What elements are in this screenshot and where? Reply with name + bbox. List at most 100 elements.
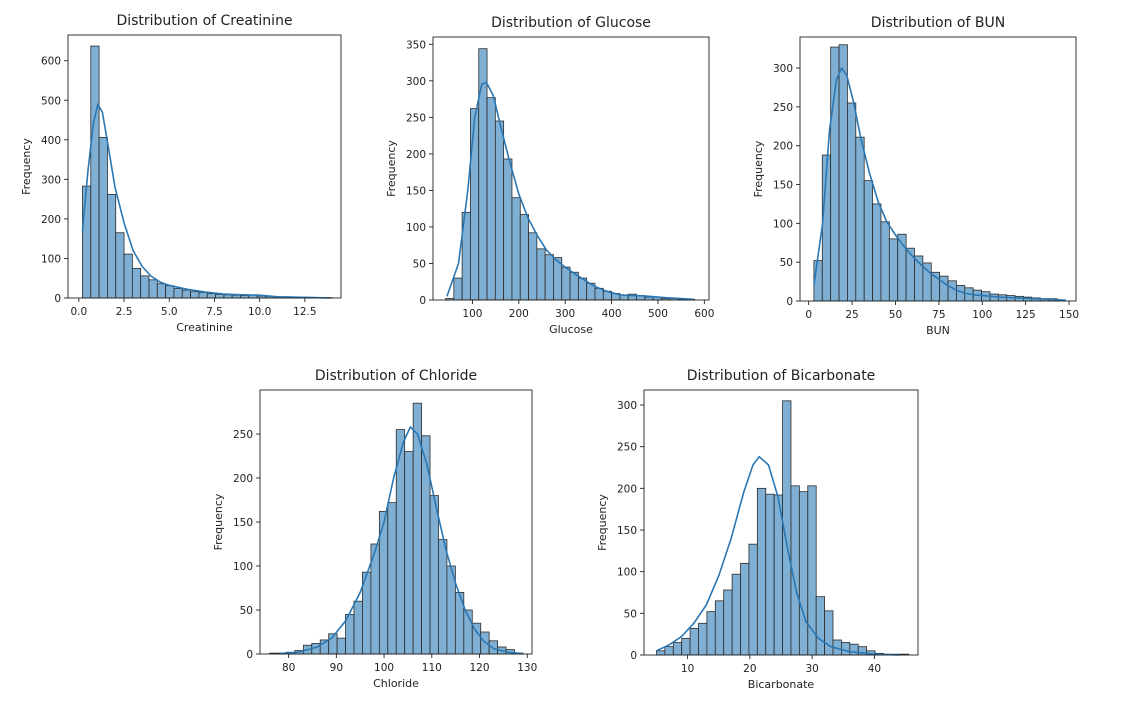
x-tick-label: 80 xyxy=(282,662,295,674)
histogram-bar xyxy=(824,610,834,656)
histogram-bar xyxy=(438,539,448,655)
y-tick-label: 50 xyxy=(624,608,637,620)
kde-line xyxy=(81,103,331,299)
x-tick-label: 30 xyxy=(805,663,818,675)
y-tick-label: 100 xyxy=(773,218,793,230)
histogram-bar xyxy=(82,185,92,299)
y-tick-label: 50 xyxy=(413,258,426,270)
histogram-bar xyxy=(536,248,546,301)
histogram-bar xyxy=(387,502,397,655)
histogram-bar xyxy=(165,285,175,299)
histogram-bar xyxy=(740,562,750,656)
histogram-bar xyxy=(888,238,899,302)
histogram-bar xyxy=(478,48,488,301)
axes-frame xyxy=(799,36,1077,302)
y-tick-label: 0 xyxy=(630,650,637,662)
histogram-bar xyxy=(336,637,346,655)
y-tick-label: 350 xyxy=(406,39,426,51)
x-tick-label: 20 xyxy=(743,663,756,675)
x-tick-label: 400 xyxy=(602,308,622,320)
y-tick-label: 50 xyxy=(240,605,253,617)
histogram-bar xyxy=(849,643,859,656)
histogram-bar xyxy=(706,611,716,656)
x-tick-label: 25 xyxy=(845,309,858,321)
histogram-bar xyxy=(223,294,233,299)
x-tick-label: 600 xyxy=(694,308,714,320)
histogram-bar xyxy=(511,197,521,301)
histogram-bar xyxy=(486,97,496,301)
histogram-bar xyxy=(838,44,848,302)
chart-title: Distribution of Bicarbonate xyxy=(687,368,876,384)
y-tick-label: 300 xyxy=(406,76,426,88)
x-tick-label: 50 xyxy=(889,309,902,321)
histogram-bar xyxy=(453,277,463,301)
y-tick-label: 250 xyxy=(617,442,637,454)
y-tick-label: 200 xyxy=(406,149,426,161)
y-tick-label: 150 xyxy=(406,185,426,197)
histogram-bar xyxy=(173,288,183,299)
y-tick-label: 400 xyxy=(41,135,61,147)
subplot-creatinine: Distribution of Creatinine 0.0 2.5 5.0 7.5 10… xyxy=(20,13,342,334)
axes-frame xyxy=(643,389,919,656)
x-tick-label: 2.5 xyxy=(116,306,133,318)
x-tick-label: 12.5 xyxy=(293,306,316,318)
x-axis-label: Creatinine xyxy=(176,321,233,334)
y-tick-label: 0 xyxy=(419,295,426,307)
y-tick-label: 300 xyxy=(773,63,793,75)
y-tick-label: 200 xyxy=(617,483,637,495)
histogram-bar xyxy=(494,120,505,301)
kde-line xyxy=(279,426,523,655)
histogram-bar xyxy=(148,279,158,299)
histogram-bar xyxy=(872,203,882,302)
y-tick-label: 250 xyxy=(233,429,253,441)
kde-line xyxy=(813,67,1066,302)
histogram-bar xyxy=(544,254,554,301)
y-tick-label: 200 xyxy=(773,141,793,153)
y-tick-label: 200 xyxy=(233,473,253,485)
x-tick-label: 0.0 xyxy=(70,306,87,318)
x-tick-label: 500 xyxy=(648,308,668,320)
x-tick-label: 0 xyxy=(805,309,812,321)
histogram-bar xyxy=(863,180,873,302)
x-tick-label: 10 xyxy=(681,663,694,675)
x-axis-label: Bicarbonate xyxy=(748,678,815,691)
y-tick-label: 50 xyxy=(780,257,793,269)
y-tick-label: 150 xyxy=(773,180,793,192)
kde-line xyxy=(446,81,693,301)
histogram-bar xyxy=(107,193,117,299)
histogram-bar xyxy=(181,289,191,299)
histogram-bar xyxy=(90,45,100,299)
y-tick-label: 600 xyxy=(41,56,61,68)
histogram-bar xyxy=(841,642,851,656)
histogram-bar xyxy=(519,214,529,301)
y-tick-label: 150 xyxy=(233,517,253,529)
histogram-bar xyxy=(714,600,725,656)
histogram-bar xyxy=(156,283,167,299)
y-axis-label: Frequency xyxy=(752,140,765,197)
x-axis-label: Glucose xyxy=(549,323,593,336)
y-tick-label: 500 xyxy=(41,95,61,107)
x-axis-label: Chloride xyxy=(373,677,419,690)
x-tick-label: 100 xyxy=(374,662,394,674)
y-axis-label: Frequency xyxy=(212,493,225,550)
x-tick-label: 150 xyxy=(1059,309,1079,321)
y-tick-label: 250 xyxy=(773,102,793,114)
kde-line xyxy=(656,455,900,656)
chart-title: Distribution of Chloride xyxy=(315,368,477,384)
y-tick-label: 250 xyxy=(406,112,426,124)
x-tick-label: 90 xyxy=(330,662,343,674)
histogram-bar xyxy=(731,573,741,656)
subplot-chloride: Distribution of Chloride 80 90 100 110 120 130… xyxy=(212,368,537,690)
histogram-bar xyxy=(528,232,538,301)
x-tick-label: 300 xyxy=(555,308,575,320)
subplot-bun: Distribution of BUN 0 25 50 75 100 125 150 0 50 10… xyxy=(752,15,1079,337)
y-tick-label: 0 xyxy=(54,293,61,305)
chart-title: Distribution of Glucose xyxy=(491,15,651,31)
chart-title: Distribution of BUN xyxy=(871,15,1005,31)
y-tick-label: 300 xyxy=(41,174,61,186)
histogram-bar xyxy=(353,600,363,655)
histogram-bar xyxy=(190,291,200,299)
histogram-bar xyxy=(123,253,133,299)
y-axis-label: Frequency xyxy=(385,140,398,197)
x-tick-label: 200 xyxy=(509,308,529,320)
